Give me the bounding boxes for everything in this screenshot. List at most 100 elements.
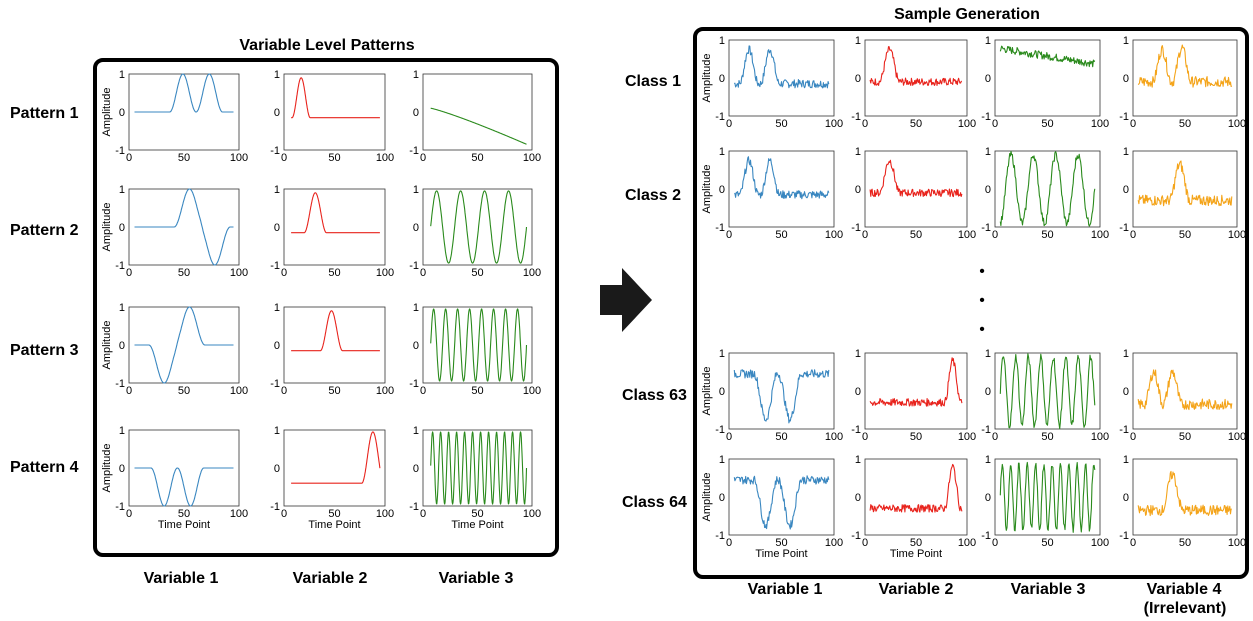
series-line	[734, 156, 830, 200]
x-tick-label: 0	[126, 267, 132, 279]
x-axis-label: Time Point	[158, 519, 210, 531]
series-line	[869, 463, 963, 513]
x-tick-label: 100	[523, 152, 541, 164]
series-line	[134, 73, 234, 113]
y-tick-label: -1	[851, 530, 861, 542]
series-line	[999, 461, 1096, 533]
x-tick-label: 100	[1091, 431, 1109, 443]
x-tick-label: 100	[825, 118, 843, 130]
x-tick-label: 0	[420, 267, 426, 279]
x-tick-label: 50	[178, 385, 190, 397]
y-tick-label: -1	[1119, 111, 1129, 123]
y-tick-label: -1	[270, 501, 280, 513]
x-tick-label: 50	[775, 118, 787, 130]
y-tick-label: 1	[274, 184, 280, 196]
x-tick-label: 0	[862, 118, 868, 130]
right-panel-frame	[693, 27, 1249, 579]
x-tick-label: 0	[992, 537, 998, 549]
pattern-2-variable-3-plot: 10-10 50 100	[409, 184, 541, 279]
x-tick-label: 50	[328, 267, 340, 279]
y-tick-label: 0	[985, 386, 991, 398]
y-tick-label: 1	[985, 35, 991, 47]
y-tick-label: 0	[413, 107, 419, 119]
x-axis-label: Time Point	[308, 519, 360, 531]
pattern-3-label: Pattern 3	[10, 342, 79, 359]
y-tick-label: 1	[719, 454, 725, 466]
y-tick-label: 1	[413, 302, 419, 314]
x-tick-label: 0	[992, 431, 998, 443]
y-tick-label: 1	[1123, 35, 1129, 47]
series-line	[1137, 369, 1233, 411]
pattern-1-variable-3-plot: 10-10 50 100	[409, 69, 541, 164]
x-tick-label: 100	[230, 385, 248, 397]
y-tick-label: 1	[413, 184, 419, 196]
x-tick-label: 100	[376, 267, 394, 279]
x-axis-label: Time Point	[890, 548, 942, 560]
y-tick-label: -1	[1119, 424, 1129, 436]
series-line	[134, 467, 234, 507]
series-line	[999, 353, 1096, 430]
plot-frame	[128, 188, 240, 266]
x-tick-label: 50	[471, 267, 483, 279]
y-axis-label: Amplitude	[701, 54, 713, 103]
x-tick-label: 0	[420, 508, 426, 520]
y-tick-label: 0	[719, 73, 725, 85]
y-tick-label: 1	[274, 425, 280, 437]
x-tick-label: 0	[420, 152, 426, 164]
series-line	[430, 107, 527, 145]
x-tick-label: 0	[126, 385, 132, 397]
x-tick-label: 50	[1041, 537, 1053, 549]
plot-frame	[728, 458, 835, 536]
x-tick-label: 50	[910, 431, 922, 443]
left-panel-title: Variable Level Patterns	[239, 37, 414, 54]
x-tick-label: 0	[420, 385, 426, 397]
series-line	[430, 190, 528, 264]
plot-frame	[283, 429, 386, 507]
y-axis-label: Amplitude	[701, 367, 713, 416]
class-63-variable-2-plot: 10-10 50 100	[851, 348, 976, 443]
plot-frame	[728, 352, 835, 430]
x-tick-label: 50	[178, 508, 190, 520]
y-tick-label: 1	[855, 348, 861, 360]
class-2-variable-4-plot: 10-10 50 100	[1119, 146, 1246, 241]
y-tick-label: -1	[981, 222, 991, 234]
plot-frame	[283, 188, 386, 266]
y-axis-label: Amplitude	[101, 88, 113, 137]
plot-frame	[128, 429, 240, 507]
right-panel-title: Sample Generation	[894, 6, 1040, 23]
x-tick-label: 50	[1179, 431, 1191, 443]
y-tick-label: 0	[413, 463, 419, 475]
class-63-variable-4-plot: 10-10 50 100	[1119, 348, 1246, 443]
x-tick-label: 100	[825, 431, 843, 443]
series-line	[733, 45, 830, 89]
y-tick-label: 0	[413, 222, 419, 234]
ellipsis-dot: •	[979, 321, 985, 338]
y-tick-label: 0	[274, 463, 280, 475]
x-tick-label: 100	[523, 267, 541, 279]
series-line	[869, 159, 963, 198]
x-tick-label: 50	[775, 537, 787, 549]
x-tick-label: 100	[523, 385, 541, 397]
plot-frame	[864, 39, 968, 117]
right-column-variable-3: Variable 3	[1011, 581, 1086, 598]
y-tick-label: 0	[855, 386, 861, 398]
y-tick-label: 0	[119, 463, 125, 475]
x-tick-label: 0	[992, 118, 998, 130]
x-tick-label: 50	[1041, 229, 1053, 241]
x-tick-label: 0	[1130, 431, 1136, 443]
y-tick-label: 1	[985, 348, 991, 360]
x-axis-label: Time Point	[451, 519, 503, 531]
right-column-variable-2: Variable 2	[879, 581, 954, 598]
x-tick-label: 100	[958, 229, 976, 241]
right-column-variable-1: Variable 1	[748, 581, 823, 598]
y-tick-label: 0	[855, 184, 861, 196]
y-axis-label: Amplitude	[101, 444, 113, 493]
x-tick-label: 100	[825, 229, 843, 241]
x-tick-label: 50	[775, 431, 787, 443]
